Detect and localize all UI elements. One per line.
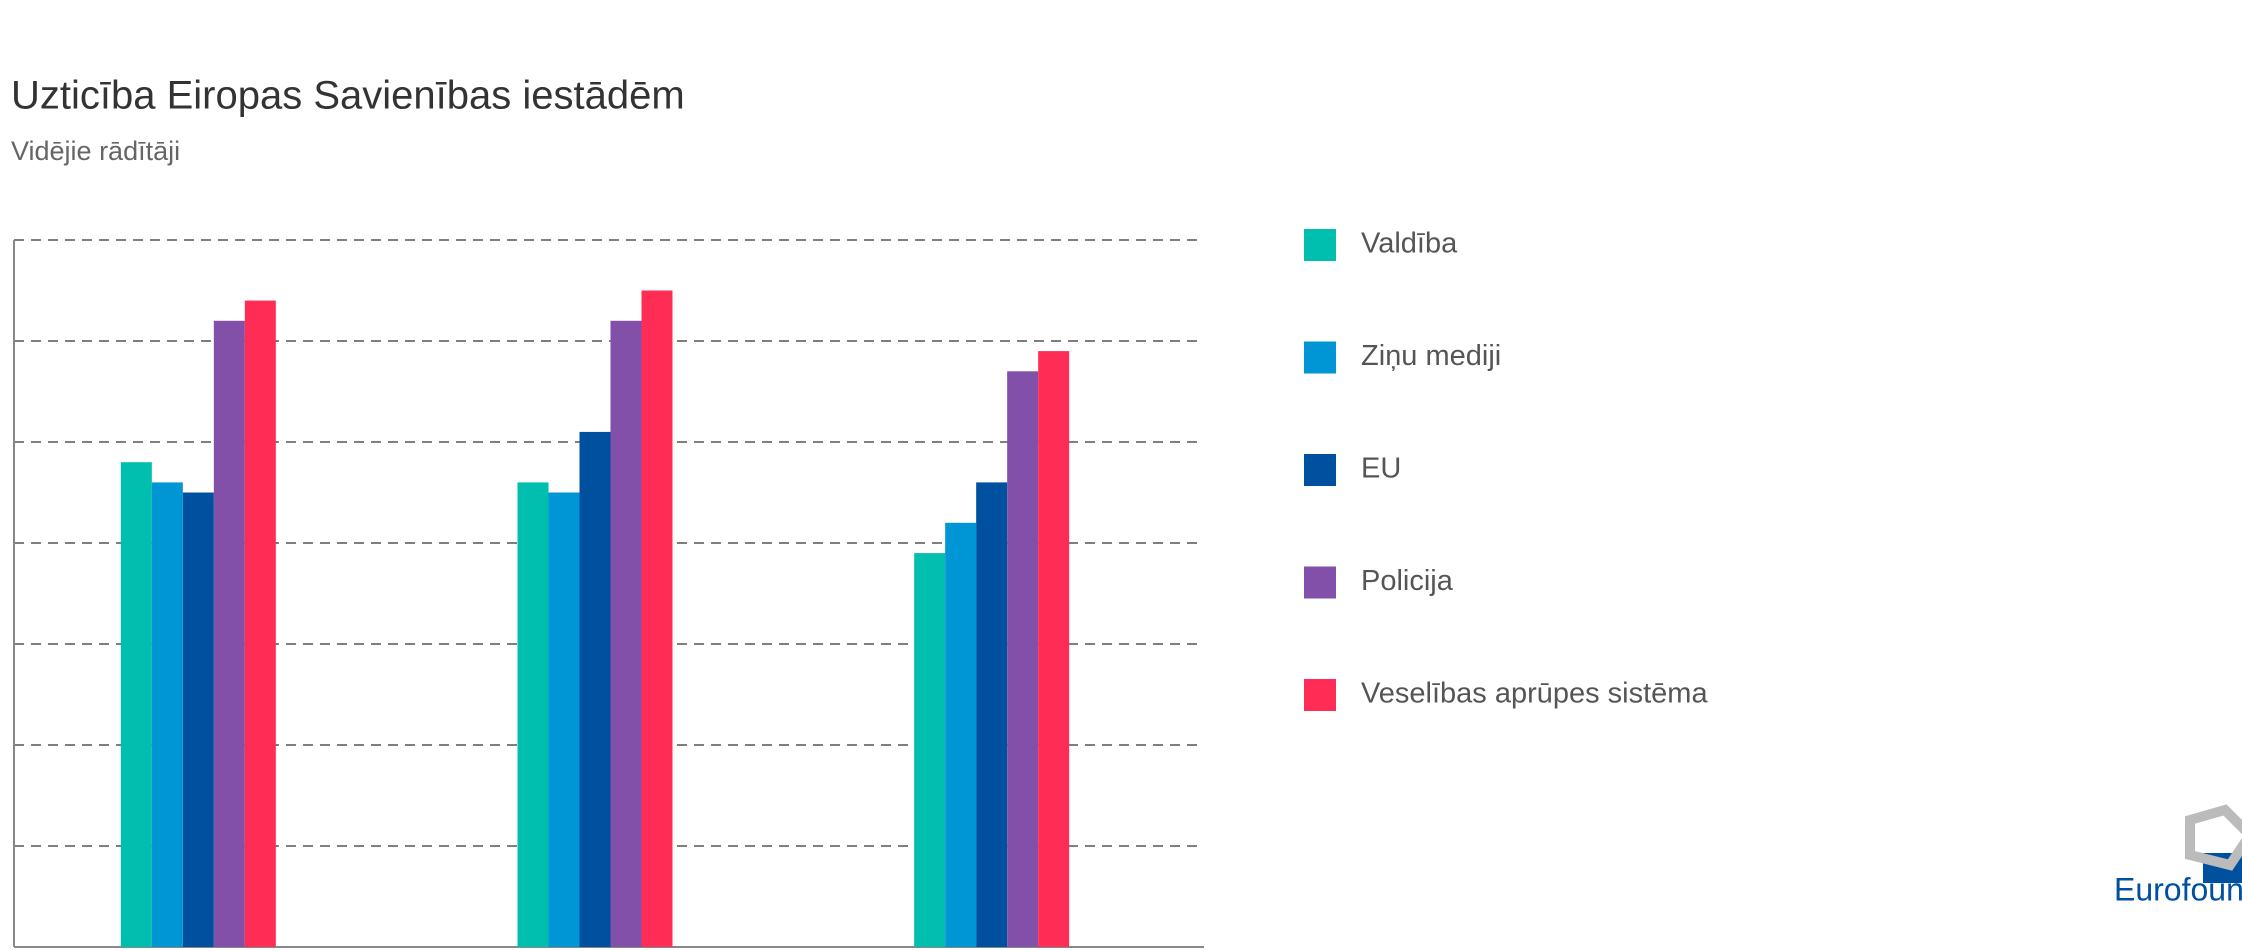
- bar: [914, 553, 946, 947]
- bar: [976, 482, 1008, 947]
- bar: [945, 522, 977, 947]
- bar: [244, 300, 276, 948]
- legend-swatch: [1304, 229, 1336, 261]
- bar: [517, 482, 549, 947]
- bar: [610, 320, 642, 947]
- legend-swatch: [1304, 679, 1336, 711]
- logo-text: Eurofound: [2114, 871, 2242, 907]
- bar: [151, 482, 183, 947]
- bar: [1038, 351, 1070, 948]
- chart-subtitle: Vidējie rādītāji: [11, 136, 180, 166]
- legend-label: Valdība: [1361, 228, 1458, 260]
- bar: [213, 320, 245, 947]
- bar: [120, 462, 152, 947]
- legend-swatch: [1304, 341, 1336, 374]
- bar: [641, 290, 673, 947]
- legend-label: EU: [1361, 453, 1401, 485]
- legend-label: Ziņu mediji: [1361, 340, 1501, 372]
- legend-label: Veselības aprūpes sistēma: [1361, 678, 1708, 710]
- logo: Eurofound: [2114, 804, 2242, 907]
- legend-label: Policija: [1361, 565, 1454, 597]
- logo-shape: [2185, 804, 2242, 871]
- bar: [182, 492, 214, 947]
- bar: [1007, 371, 1039, 947]
- chart-title: Uzticība Eiropas Savienības iestādēm: [11, 74, 685, 118]
- bar: [579, 431, 611, 947]
- legend-swatch: [1304, 566, 1336, 599]
- bar: [548, 492, 580, 947]
- legend-swatch: [1304, 454, 1336, 486]
